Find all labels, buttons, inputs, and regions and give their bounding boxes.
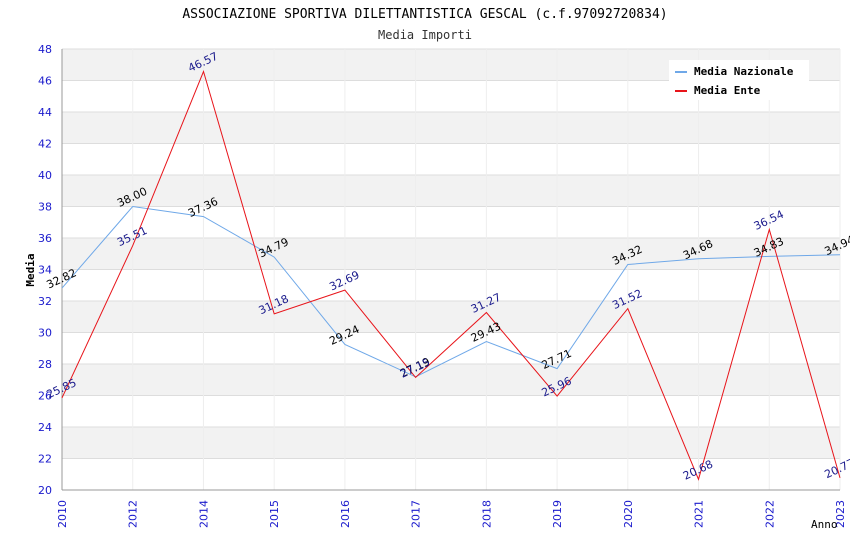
y-tick-label: 48 — [38, 43, 52, 56]
y-tick-label: 36 — [38, 232, 52, 245]
grid-band — [62, 427, 840, 459]
chart-title: ASSOCIAZIONE SPORTIVA DILETTANTISTICA GE… — [182, 7, 667, 22]
legend: Media Nazionale Media Ente — [669, 60, 809, 100]
x-tick-label: 2016 — [339, 500, 352, 528]
x-tick-label: 2020 — [622, 500, 635, 528]
y-tick-label: 30 — [38, 327, 52, 340]
y-tick-label: 46 — [38, 75, 52, 88]
grid-band — [62, 175, 840, 207]
x-axis-title: Anno — [811, 518, 838, 531]
x-tick-label: 2015 — [268, 500, 281, 528]
series-line-media-ente — [61, 69, 841, 481]
grid-band — [62, 112, 840, 144]
legend-label-media-nazionale: Media Nazionale — [694, 65, 794, 78]
grid-band — [62, 364, 840, 396]
grid-bands — [62, 49, 840, 459]
series-line-media-nazionale — [61, 205, 841, 378]
x-tick-label: 2014 — [197, 500, 210, 528]
y-tick-label: 38 — [38, 201, 52, 214]
grid-band — [62, 238, 840, 270]
x-tick-label: 2010 — [56, 500, 69, 528]
y-tick-labels: 20 22 24 26 28 30 32 34 36 38 40 42 44 46 48 — [38, 43, 52, 497]
x-tick-label: 2017 — [410, 500, 423, 528]
y-tick-label: 44 — [38, 106, 52, 119]
y-tick-label: 24 — [38, 421, 52, 434]
x-tick-label: 2021 — [693, 500, 706, 528]
x-tick-label: 2023 — [834, 500, 847, 528]
x-tick-labels: 2010 2012 2014 2015 2016 2017 2018 2019 2020 2021… — [56, 500, 847, 528]
y-tick-label: 20 — [38, 484, 52, 497]
y-tick-label: 22 — [38, 453, 52, 466]
y-tick-label: 42 — [38, 138, 52, 151]
y-axis-title: Media — [24, 253, 37, 286]
x-tick-label: 2012 — [127, 500, 140, 528]
y-tick-label: 34 — [38, 264, 52, 277]
x-tick-label: 2018 — [480, 500, 493, 528]
data-label-media-ente: 20.77 — [822, 456, 850, 481]
legend-label-media-ente: Media Ente — [694, 84, 761, 97]
y-tick-label: 26 — [38, 390, 52, 403]
grid-band — [62, 301, 840, 333]
x-tick-label: 2019 — [551, 500, 564, 528]
chart-subtitle: Media Importi — [378, 28, 472, 42]
x-tick-label: 2022 — [763, 500, 776, 528]
series-lines — [61, 69, 841, 481]
grid-lines — [61, 48, 841, 491]
legend-box — [669, 60, 809, 100]
y-tick-label: 40 — [38, 169, 52, 182]
y-tick-label: 28 — [38, 358, 52, 371]
y-tick-label: 32 — [38, 295, 52, 308]
